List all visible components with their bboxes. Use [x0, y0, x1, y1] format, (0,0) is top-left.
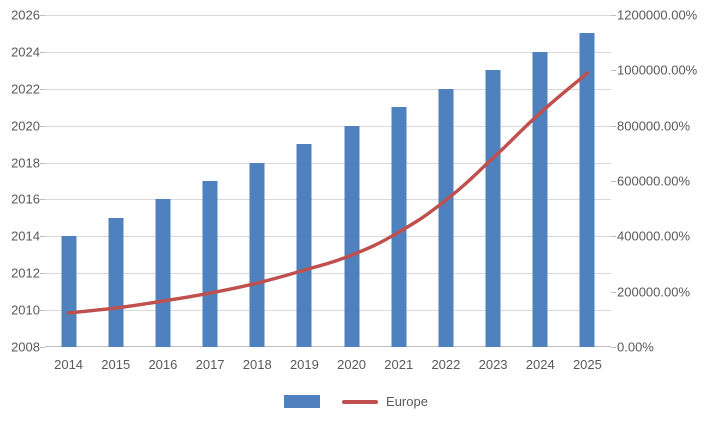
bar-2014[interactable]	[61, 236, 77, 347]
right-axis-tick-label: 1200000.00%	[617, 7, 698, 23]
left-axis-tick-label: 2026	[11, 7, 40, 23]
category-label-2016: 2016	[148, 357, 178, 372]
gridline	[45, 273, 611, 275]
gridline	[45, 51, 611, 53]
right-axis-tick-label: 600000.00%	[617, 173, 691, 189]
left-axis-tick	[40, 199, 45, 201]
left-axis-tick-label: 2020	[11, 118, 40, 134]
category-label-2024: 2024	[525, 357, 555, 372]
right-axis-tick	[611, 291, 616, 293]
legend-label-europe: Europe	[386, 394, 428, 409]
legend-line-swatch-icon	[342, 399, 379, 404]
category-label-2018: 2018	[242, 357, 272, 372]
left-axis-tick	[40, 125, 45, 127]
left-axis-tick-label: 2018	[11, 155, 40, 171]
bar-2025[interactable]	[579, 33, 595, 347]
legend-bar-swatch-icon	[284, 395, 321, 408]
gridline	[45, 199, 611, 201]
gridline	[45, 162, 611, 164]
left-axis-tick	[40, 15, 45, 16]
left-axis-tick-label: 2008	[11, 339, 40, 355]
left-axis-tick	[40, 347, 45, 348]
category-label-2017: 2017	[195, 357, 225, 372]
right-value-axis: 0.00% 200000.00% 400000.00% 600000.00% 80000…	[617, 8, 712, 355]
bar-2015[interactable]	[108, 217, 124, 347]
bar-2022[interactable]	[438, 88, 454, 347]
bar-2018[interactable]	[249, 162, 265, 347]
category-label-2014: 2014	[54, 357, 84, 372]
left-axis-tick-label: 2016	[11, 191, 40, 207]
left-axis-tick	[40, 51, 45, 53]
right-axis-tick	[611, 181, 616, 182]
bar-2021[interactable]	[391, 107, 407, 347]
right-axis-tick	[611, 236, 616, 238]
line-series-europe	[66, 71, 590, 315]
left-axis-tick-label: 2014	[11, 228, 40, 244]
gridline	[45, 310, 611, 312]
left-axis-tick-label: 2024	[11, 44, 40, 60]
category-label-2020: 2020	[337, 357, 367, 372]
left-axis-tick-label: 2012	[11, 265, 40, 281]
left-axis-tick-label: 2022	[11, 81, 40, 97]
left-axis-tick	[40, 162, 45, 164]
bar-2020[interactable]	[344, 125, 360, 347]
chart-legend: Europe	[0, 394, 712, 409]
right-axis-tick-label: 1000000.00%	[617, 62, 698, 78]
right-axis-tick	[611, 347, 616, 348]
left-axis-tick	[40, 273, 45, 275]
left-axis-tick	[40, 88, 45, 90]
category-label-2019: 2019	[289, 357, 319, 372]
bar-2017[interactable]	[202, 181, 218, 347]
line-path-europe[interactable]	[66, 71, 590, 315]
category-label-2023: 2023	[478, 357, 508, 372]
left-axis-tick	[40, 236, 45, 238]
category-axis-line	[45, 346, 611, 347]
gridline	[45, 236, 611, 238]
right-axis-tick	[611, 125, 616, 127]
right-axis-tick	[611, 70, 616, 72]
gridline	[45, 125, 611, 127]
category-axis: 2014 2015 2016 2017 2018 2019 2020 2021 2022 2023…	[45, 349, 611, 375]
bar-2023[interactable]	[485, 70, 501, 347]
legend-item-europe[interactable]: Europe	[342, 394, 428, 409]
left-value-axis: 2008 2010 2012 2014 2016 2018 2020 2022 2024 2026	[0, 8, 40, 355]
right-axis-tick-label: 400000.00%	[617, 228, 691, 244]
gridline	[45, 88, 611, 90]
left-axis-tick	[40, 310, 45, 312]
category-label-2022: 2022	[431, 357, 461, 372]
bar-2019[interactable]	[296, 144, 312, 347]
bar-2016[interactable]	[155, 199, 171, 347]
category-label-2025: 2025	[572, 357, 602, 372]
right-axis-tick-label: 200000.00%	[617, 284, 691, 300]
right-axis-tick	[611, 15, 616, 16]
gridline	[45, 15, 611, 16]
left-axis-tick-label: 2010	[11, 302, 40, 318]
right-axis-tick-label: 0.00%	[617, 339, 654, 355]
category-label-2021: 2021	[384, 357, 414, 372]
category-label-2015: 2015	[101, 357, 131, 372]
plot-area	[40, 15, 616, 348]
bar-2024[interactable]	[532, 51, 548, 347]
right-axis-tick-label: 800000.00%	[617, 118, 691, 134]
legend-item-bar[interactable]	[284, 395, 328, 408]
